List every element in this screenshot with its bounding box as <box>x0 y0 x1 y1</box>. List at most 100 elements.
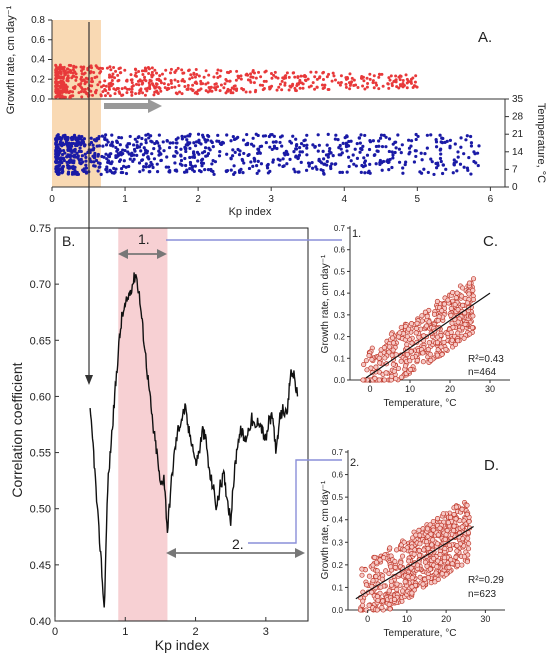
a-temperature-point <box>310 166 315 170</box>
a-temperature-point <box>393 150 397 155</box>
a-growth-point <box>150 70 154 74</box>
a-growth-point <box>65 89 69 93</box>
a-growth-point <box>272 73 276 77</box>
a-temperature-point <box>99 172 103 176</box>
a-temperature-point <box>174 145 178 149</box>
a-growth-point <box>137 91 141 95</box>
a-temperature-point <box>376 149 380 153</box>
a-xtick-label: 5 <box>415 194 421 205</box>
a-growth-point <box>64 83 68 87</box>
inset-point <box>407 366 414 373</box>
inset-point <box>460 302 466 308</box>
a-growth-point <box>280 79 284 83</box>
a-growth-point <box>333 78 337 82</box>
a-temperature-point <box>229 139 233 143</box>
a-growth-point <box>71 71 75 75</box>
a-growth-point <box>164 68 168 72</box>
a-temperature-point <box>197 138 201 142</box>
a-growth-point <box>123 86 127 90</box>
inset-point <box>408 321 415 327</box>
a-temperature-point <box>407 152 411 156</box>
a-growth-point <box>193 91 197 95</box>
a-growth-point <box>208 88 212 92</box>
a-growth-point <box>111 72 115 76</box>
a-temperature-point <box>414 137 418 142</box>
a-temperature-point <box>397 147 402 151</box>
inset-point <box>414 357 420 363</box>
a-growth-point <box>155 71 159 75</box>
a-growth-point <box>368 77 372 81</box>
a-temperature-point <box>147 136 151 140</box>
a-temperature-point <box>390 165 394 170</box>
a-growth-point <box>223 82 227 86</box>
c-n: n=464 <box>468 367 497 378</box>
d-r2: R²=0.29 <box>468 575 504 586</box>
a-temperature-point <box>201 161 206 165</box>
a-growth-point <box>78 84 82 88</box>
a-temperature-point <box>381 159 386 164</box>
inset-point <box>376 355 382 361</box>
a-temperature-point <box>475 151 480 155</box>
a-temperature-point <box>439 159 443 164</box>
a-temperature-point <box>106 154 110 158</box>
a-temperature-point <box>384 145 388 149</box>
a-growth-point <box>264 69 268 73</box>
inset-point <box>431 311 438 317</box>
a-temperature-point <box>142 165 146 169</box>
inset-xtick-label: 30 <box>485 384 495 394</box>
a-growth-point <box>327 72 331 76</box>
inset-point <box>386 601 392 608</box>
inset-point <box>364 367 370 373</box>
inset-ytick-label: 0.5 <box>332 493 344 502</box>
inset-point <box>409 584 415 590</box>
inset-point <box>373 364 379 370</box>
a-temperature-point <box>241 138 246 142</box>
inset-point <box>420 359 426 365</box>
a-temperature-point <box>355 156 360 160</box>
inset-point <box>433 570 439 576</box>
a-temperature-point <box>280 134 284 138</box>
a-growth-point <box>190 76 194 80</box>
a-temperature-point <box>249 160 253 164</box>
a-temperature-point <box>403 162 407 167</box>
a-temperature-point <box>136 135 140 140</box>
a-growth-point <box>292 71 296 75</box>
a-temperature-point <box>83 152 87 156</box>
a-temperature-point <box>365 153 370 157</box>
a-temperature-point <box>168 168 172 173</box>
a-growth-point <box>188 77 192 81</box>
a-growth-point <box>317 76 321 80</box>
a-temperature-point <box>454 160 458 164</box>
a-temperature-point <box>139 142 143 146</box>
a-temperature-point <box>414 154 418 159</box>
a-growth-point <box>289 85 293 89</box>
inset-point <box>416 548 422 554</box>
inset-point <box>423 323 430 329</box>
a-growth-point <box>114 88 118 92</box>
a-temperature-point <box>358 141 362 145</box>
a-temperature-point <box>368 162 372 166</box>
a-growth-point <box>152 93 156 97</box>
a-temperature-point <box>137 161 142 165</box>
a-temperature-point <box>255 171 259 175</box>
a-growth-point <box>108 94 112 98</box>
inset-point <box>424 313 430 319</box>
a-temperature-point <box>132 153 136 157</box>
a-temperature-point <box>199 170 203 174</box>
inset-point <box>419 313 425 319</box>
a-growth-point <box>350 76 354 80</box>
a-temperature-point <box>336 138 340 142</box>
a-growth-point <box>137 70 141 74</box>
a-temperature-point <box>144 141 148 145</box>
a-temperature-point <box>326 132 330 136</box>
a-temperature-point <box>71 141 76 146</box>
inset-point <box>417 541 423 547</box>
inset-point <box>462 321 468 327</box>
a-temperature-point <box>274 140 278 144</box>
a-temperature-point <box>152 157 157 161</box>
b-arrowhead-1-left <box>118 249 128 259</box>
a-growth-point <box>110 79 114 83</box>
a-temperature-point <box>64 142 69 146</box>
a-growth-point <box>62 65 66 69</box>
a-growth-point <box>186 87 190 91</box>
